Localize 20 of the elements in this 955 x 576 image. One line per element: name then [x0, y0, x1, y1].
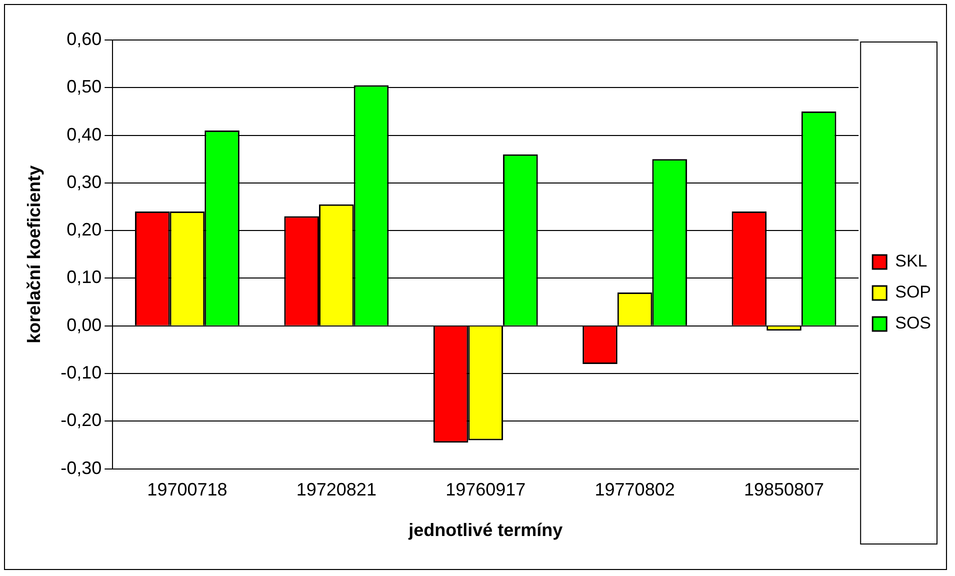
y-tick-label: 0,20	[66, 220, 102, 240]
y-tick-label: 0,00	[66, 314, 102, 335]
x-tick-label: 19770802	[594, 480, 675, 500]
legend-label: SOP	[895, 282, 932, 302]
y-tick-label: -0,30	[60, 458, 102, 478]
y-tick-label: -0,10	[60, 362, 102, 382]
y-tick-label: 0,50	[66, 76, 102, 97]
x-tick-label: 19720821	[296, 480, 376, 500]
legend-label: SKL	[895, 252, 928, 271]
x-tick-label: 19700718	[147, 480, 228, 500]
x-tick-label: 19760917	[446, 480, 526, 500]
y-tick-label: -0,20	[60, 410, 102, 430]
x-axis-title: jednotlivé termíny	[408, 520, 563, 540]
legend-label: SOS	[895, 314, 932, 333]
y-tick-label: 0,40	[66, 124, 102, 144]
y-tick-label: 0,10	[66, 267, 102, 288]
y-tick-label: 0,60	[66, 28, 102, 49]
y-axis-title: korelační koeficienty	[24, 165, 44, 344]
x-tick-label: 19850807	[744, 480, 824, 500]
y-tick-label: 0,30	[66, 172, 102, 192]
